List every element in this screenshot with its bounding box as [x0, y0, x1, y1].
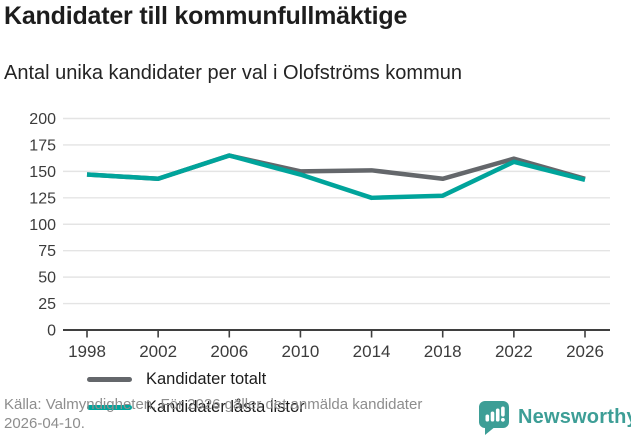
y-tick-label-50: 50	[38, 270, 56, 287]
x-tick-label-1998: 1998	[68, 342, 106, 361]
legend-label-lasta-listor: Kandidater låsta listor	[146, 398, 305, 416]
newsworthy-wordmark: Newsworthy	[518, 406, 631, 428]
y-tick-label-0: 0	[47, 323, 56, 340]
legend-swatch-lasta-listor	[87, 405, 132, 410]
x-tick-label-2026: 2026	[566, 342, 604, 361]
chart-legend: Kandidater totalt Kandidater låsta listo…	[87, 370, 305, 417]
y-tick-label-200: 200	[29, 111, 56, 128]
legend-swatch-totalt	[87, 377, 132, 382]
newsworthy-logo[interactable]: Newsworthy	[477, 399, 631, 436]
chart-title: Kandidater till kommunfullmäktige	[4, 2, 408, 30]
chart-subtitle: Antal unika kandidater per val i Olofstr…	[4, 62, 462, 84]
x-tick-label-2018: 2018	[424, 342, 462, 361]
x-tick-label-2006: 2006	[210, 342, 248, 361]
source-note: Källa: Valmyndigheten. För 2026 gäller d…	[4, 396, 423, 432]
y-tick-label-125: 125	[29, 190, 56, 207]
chart-canvas: 0 25 50 75 100 125 150 175 200 1998 2002 2006 2010 20…	[29, 111, 610, 361]
y-tick-label-25: 25	[38, 296, 56, 313]
y-tick-label-150: 150	[29, 164, 56, 181]
x-tick-label-2010: 2010	[282, 342, 320, 361]
y-tick-label-100: 100	[29, 217, 56, 234]
series-line-lasta-listor	[86, 153, 586, 201]
y-tick-label-175: 175	[29, 137, 56, 154]
line-chart: 0 25 50 75 100 125 150 175 200 1998 2002 2006 2010 20…	[0, 108, 631, 416]
y-tick-label-75: 75	[38, 243, 56, 260]
x-tick-label-2014: 2014	[353, 342, 391, 361]
x-tick-label-2002: 2002	[139, 342, 177, 361]
x-tick-label-2022: 2022	[495, 342, 533, 361]
legend-label-totalt: Kandidater totalt	[146, 370, 267, 388]
legend-item-lasta-listor: Kandidater låsta listor	[87, 398, 305, 417]
legend-item-totalt: Kandidater totalt	[87, 370, 305, 389]
newsworthy-icon	[479, 401, 509, 435]
